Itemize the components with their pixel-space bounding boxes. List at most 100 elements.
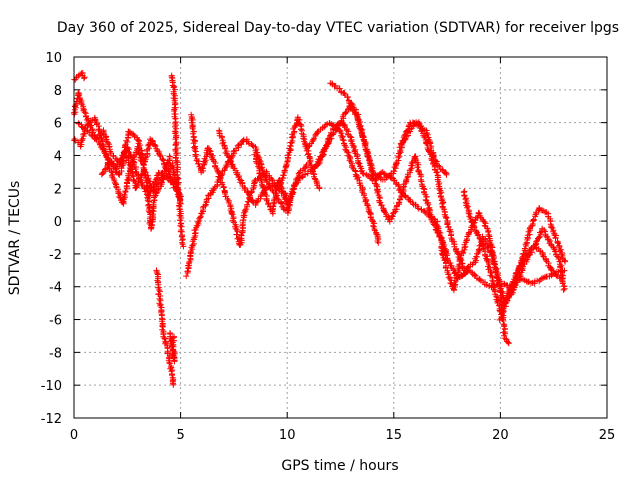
grid-lines — [74, 57, 607, 418]
data-point — [560, 286, 567, 293]
data-point — [370, 222, 376, 229]
data-point — [497, 308, 504, 315]
data-point — [538, 275, 545, 282]
data-point — [150, 211, 157, 218]
data-point — [557, 275, 564, 282]
x-tick-label: 0 — [70, 428, 78, 443]
data-point — [156, 287, 163, 293]
data-point — [194, 219, 201, 226]
x-tick-label: 5 — [176, 428, 184, 443]
data-point — [496, 281, 503, 288]
series-lpgs-g — [167, 330, 178, 365]
data-point — [302, 163, 309, 170]
data-point — [150, 187, 157, 194]
data-point — [142, 154, 149, 161]
data-point — [348, 103, 354, 110]
data-point — [281, 167, 288, 174]
data-point — [241, 207, 248, 214]
data-point — [177, 222, 184, 229]
data-point — [363, 197, 370, 204]
data-point — [180, 236, 186, 243]
y-tick-label: 8 — [54, 84, 62, 99]
data-point — [277, 200, 284, 207]
y-tick-label: 4 — [54, 149, 62, 164]
data-point — [189, 130, 196, 137]
data-point — [414, 164, 421, 171]
data-point — [171, 333, 177, 340]
data-point — [300, 135, 307, 142]
data-point — [251, 178, 258, 185]
data-point — [423, 140, 430, 147]
data-point — [443, 171, 450, 178]
data-point — [359, 167, 365, 174]
data-point — [396, 199, 403, 206]
data-point — [129, 172, 136, 179]
data-point — [391, 164, 398, 171]
data-point — [78, 99, 85, 106]
data-point — [344, 94, 351, 101]
data-point — [342, 109, 349, 116]
data-point — [493, 265, 500, 272]
data-point — [496, 307, 503, 314]
data-point — [159, 326, 166, 333]
data-point — [81, 74, 88, 81]
series-lpgs-q — [438, 209, 515, 307]
series-lpgs-i — [183, 136, 313, 280]
data-point — [436, 229, 443, 236]
data-point — [324, 136, 331, 143]
data-point — [177, 217, 184, 224]
data-point — [116, 194, 123, 200]
data-point — [197, 214, 204, 221]
data-point — [558, 246, 564, 253]
data-point — [355, 117, 362, 124]
x-tick-label: 25 — [599, 428, 616, 443]
data-point — [532, 211, 539, 218]
data-point — [439, 200, 445, 207]
x-axis-label: GPS time / hours — [281, 458, 398, 474]
data-point — [302, 171, 308, 178]
data-point — [359, 189, 366, 196]
data-point — [536, 234, 543, 241]
data-point — [122, 142, 128, 149]
data-point — [112, 168, 119, 175]
data-point — [466, 213, 473, 220]
data-point — [415, 168, 422, 175]
data-point — [552, 235, 559, 242]
x-tick-label: 20 — [492, 428, 509, 443]
data-point — [298, 126, 305, 133]
y-tick-label: -2 — [49, 248, 62, 263]
x-tick-label: 10 — [279, 428, 296, 443]
data-point — [253, 199, 260, 205]
data-point — [505, 340, 512, 347]
series-lpgs-k — [216, 114, 323, 208]
data-point — [439, 251, 446, 258]
data-point — [220, 184, 227, 191]
data-point — [180, 243, 187, 250]
data-point — [504, 293, 511, 300]
data-point — [434, 222, 441, 229]
data-point — [523, 257, 530, 263]
data-point — [240, 137, 247, 144]
data-point — [369, 176, 376, 183]
data-point — [476, 235, 483, 242]
data-point — [168, 74, 175, 81]
data-point — [468, 218, 475, 225]
data-point — [152, 143, 159, 150]
data-point — [183, 273, 190, 280]
data-point — [77, 96, 84, 103]
data-point — [311, 164, 318, 171]
data-point — [375, 239, 382, 246]
data-point — [421, 134, 428, 141]
data-point — [140, 164, 147, 171]
data-point — [416, 171, 423, 178]
series-lpgs-n — [304, 120, 382, 246]
data-point — [81, 75, 87, 82]
data-point — [361, 192, 367, 199]
data-point — [199, 164, 206, 171]
data-point — [404, 127, 411, 134]
data-point — [562, 258, 569, 265]
data-point — [496, 302, 502, 309]
series-lpgs-u — [496, 242, 564, 323]
data-point — [471, 224, 478, 231]
plot-frame — [73, 56, 608, 419]
